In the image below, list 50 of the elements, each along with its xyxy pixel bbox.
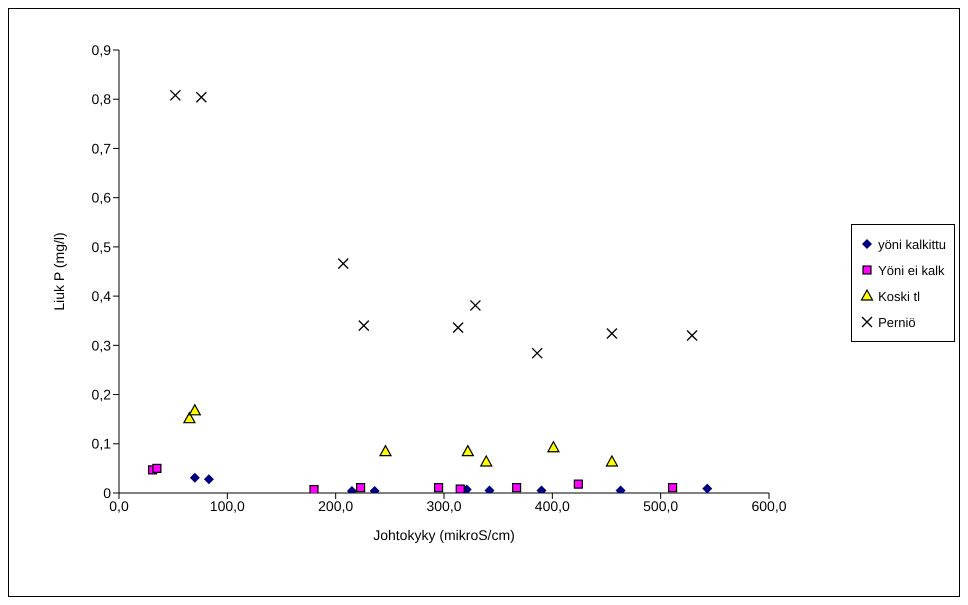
point	[309, 484, 319, 493]
x-tick-label: 400,0	[534, 498, 570, 514]
legend-label: Koski tl	[878, 288, 920, 304]
y-tick-label: 0,4	[92, 288, 112, 304]
y-tick-label: 0,8	[92, 91, 112, 108]
y-tick-label: 0,9	[92, 42, 112, 58]
x-tick-label: 200,0	[318, 498, 354, 514]
y-tick-label: 0	[103, 484, 112, 501]
point	[702, 484, 712, 493]
legend-label: Yöni ei kalk	[878, 262, 945, 278]
point	[452, 322, 464, 334]
point	[204, 474, 214, 484]
point	[574, 480, 583, 489]
point	[462, 445, 474, 456]
point	[152, 464, 162, 473]
y-tick-label: 0,7	[92, 140, 112, 156]
point	[606, 328, 618, 340]
point	[356, 482, 366, 492]
x-tick-label: 500,0	[643, 498, 678, 514]
point	[338, 258, 349, 270]
legend-label: yöni kalkittu	[878, 236, 946, 252]
point	[434, 482, 444, 492]
point	[188, 404, 201, 416]
y-tick-label: 0,5	[92, 238, 112, 255]
legend-label: Perniö	[878, 314, 916, 330]
x-axis-title: Johtokyky (mikroS/cm)	[373, 527, 515, 543]
point	[480, 455, 492, 467]
point	[358, 320, 370, 332]
point	[532, 348, 543, 359]
point	[512, 482, 522, 492]
point	[196, 92, 207, 103]
x-tick-label: 600,0	[751, 498, 787, 514]
point	[190, 472, 200, 483]
x-tick-label: 300,0	[426, 498, 462, 514]
point	[170, 90, 181, 101]
point	[686, 330, 698, 342]
point	[606, 455, 618, 467]
y-tick-label: 0,2	[92, 386, 112, 403]
point	[547, 441, 560, 452]
point	[668, 482, 678, 492]
x-tick-label: 0,0	[109, 498, 129, 514]
y-axis-title: Liuk P (mg/l)	[50, 232, 67, 311]
point	[456, 484, 465, 493]
y-tick-label: 0,3	[92, 337, 112, 354]
point	[183, 412, 196, 424]
y-tick-label: 0,1	[92, 436, 112, 452]
x-tick-label: 100,0	[210, 498, 246, 514]
point	[379, 445, 392, 456]
point	[470, 300, 482, 312]
y-tick-label: 0,6	[92, 190, 112, 206]
